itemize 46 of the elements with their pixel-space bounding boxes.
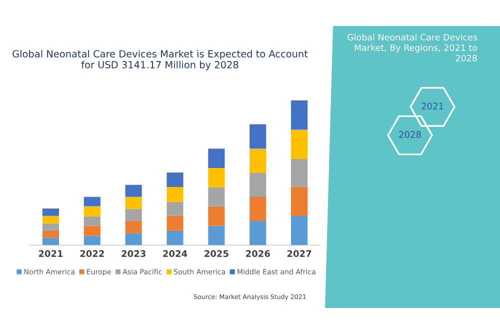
bar — [250, 172, 266, 196]
bar — [42, 238, 59, 246]
bar — [125, 208, 142, 221]
bar — [84, 206, 100, 216]
bar — [291, 158, 308, 187]
bar — [166, 202, 184, 216]
bar — [208, 148, 225, 168]
bar — [84, 236, 100, 246]
bar — [291, 216, 308, 246]
bar — [84, 226, 100, 236]
x-tick-label: 2021 — [38, 250, 63, 258]
bar — [125, 233, 142, 246]
x-tick-label: 2027 — [287, 250, 312, 258]
bar — [250, 220, 266, 246]
bar — [166, 187, 184, 202]
x-tick-label: 2023 — [122, 250, 146, 258]
bar — [84, 196, 100, 206]
bar — [291, 100, 308, 130]
bar — [166, 216, 184, 230]
text: Global Neonatal Care Devices Market, By Regions, 2021 to 2028 — [348, 34, 478, 62]
bar — [208, 226, 225, 246]
bar — [42, 208, 59, 216]
bar — [166, 230, 184, 246]
bar — [42, 216, 59, 224]
bar — [166, 172, 184, 188]
bar — [125, 220, 142, 234]
bar — [208, 206, 225, 226]
x-tick-label: 2022 — [80, 250, 104, 258]
x-tick-label: 2026 — [246, 250, 270, 258]
bar — [250, 196, 266, 221]
bar — [125, 196, 142, 209]
bar — [42, 223, 59, 230]
bar — [208, 168, 225, 188]
bar — [208, 187, 225, 206]
x-tick-label: 2024 — [163, 250, 188, 258]
bar — [125, 184, 142, 197]
bar — [250, 148, 266, 173]
bar — [84, 216, 100, 226]
text: 2021 — [422, 102, 444, 110]
bar — [291, 130, 308, 159]
x-tick-label: 2025 — [204, 250, 228, 258]
bar — [42, 230, 59, 238]
bar — [291, 186, 308, 216]
text: 2028 — [399, 131, 421, 138]
chart-title: Global Neonatal Care Devices Market is Expected to Account for USD 3141.17 Million by 2028 — [12, 50, 308, 70]
bar — [250, 124, 266, 148]
